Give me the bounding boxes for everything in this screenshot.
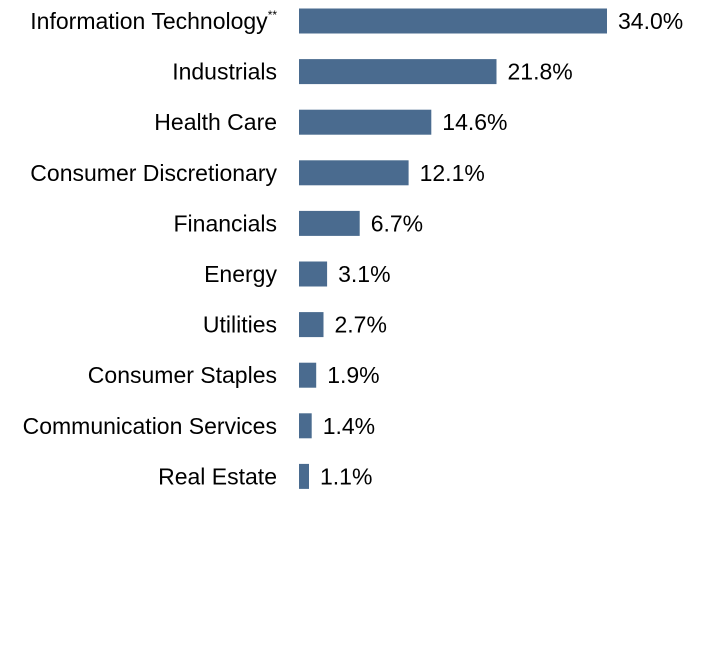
value-label-utilities: 2.7% xyxy=(335,312,387,338)
bar-consumer-discretionary xyxy=(299,160,409,186)
value-label-energy: 3.1% xyxy=(338,261,390,287)
bar-communication-services xyxy=(299,413,312,439)
value-label-consumer-staples: 1.9% xyxy=(327,362,379,388)
category-label-real-estate: Real Estate xyxy=(158,463,277,489)
value-label-health-care: 14.6% xyxy=(442,109,507,135)
category-label-information-technology: Information Technology xyxy=(30,8,268,34)
category-label-communication-services: Communication Services xyxy=(23,413,277,439)
category-label-energy: Energy xyxy=(204,261,277,287)
value-label-financials: 6.7% xyxy=(371,210,423,236)
value-label-industrials: 21.8% xyxy=(508,59,573,85)
bar-industrials xyxy=(299,59,497,85)
value-label-information-technology: 34.0% xyxy=(618,8,683,34)
bar-financials xyxy=(299,210,360,236)
bar-real-estate xyxy=(299,463,309,489)
value-label-consumer-discretionary: 12.1% xyxy=(420,160,485,186)
category-label-consumer-staples: Consumer Staples xyxy=(88,362,277,388)
labels-layer: Information Technology ** 34.0% Industrials… xyxy=(23,8,684,489)
value-label-real-estate: 1.1% xyxy=(320,463,372,489)
category-label-utilities: Utilities xyxy=(203,312,277,338)
category-label-financials: Financials xyxy=(174,210,278,236)
category-label-industrials: Industrials xyxy=(172,59,277,85)
bar-utilities xyxy=(299,312,324,338)
value-label-communication-services: 1.4% xyxy=(323,413,375,439)
category-footnote-information-technology: ** xyxy=(268,8,278,22)
category-label-health-care: Health Care xyxy=(154,109,277,135)
bar-energy xyxy=(299,261,328,287)
bar-consumer-staples xyxy=(299,362,317,388)
bar-information-technology xyxy=(299,8,607,34)
bar-health-care xyxy=(299,109,432,135)
category-label-consumer-discretionary: Consumer Discretionary xyxy=(30,160,277,186)
bars-layer xyxy=(299,8,607,489)
